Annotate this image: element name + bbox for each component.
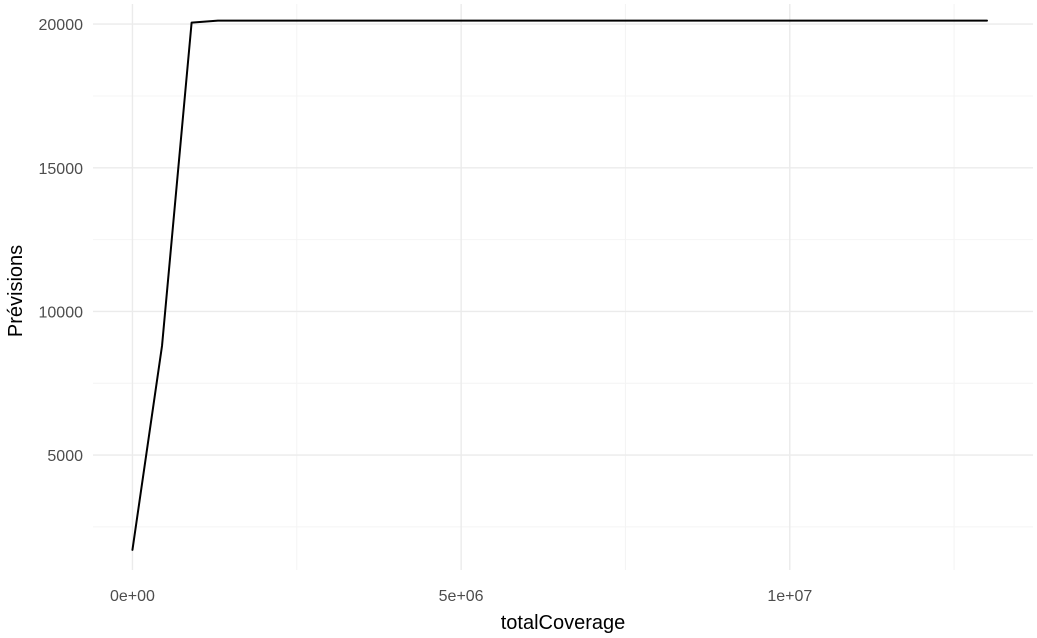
gridlines: [93, 4, 1033, 570]
y-axis-tick-labels: 5000 10000 15000 20000: [39, 17, 84, 465]
x-axis-tick-labels: 0e+00 5e+06 1e+07: [110, 588, 812, 605]
y-tick-label: 15000: [39, 161, 84, 178]
series-layer: [131, 19, 988, 551]
x-axis-title: totalCoverage: [501, 612, 626, 634]
y-tick-label: 10000: [39, 304, 84, 321]
series-line: [131, 19, 988, 551]
y-tick-label: 5000: [47, 448, 83, 465]
x-tick-label: 5e+06: [439, 588, 484, 605]
y-axis-title: Prévisions: [5, 245, 27, 337]
x-tick-label: 1e+07: [767, 588, 812, 605]
y-tick-label: 20000: [39, 17, 84, 34]
x-tick-label: 0e+00: [110, 588, 155, 605]
